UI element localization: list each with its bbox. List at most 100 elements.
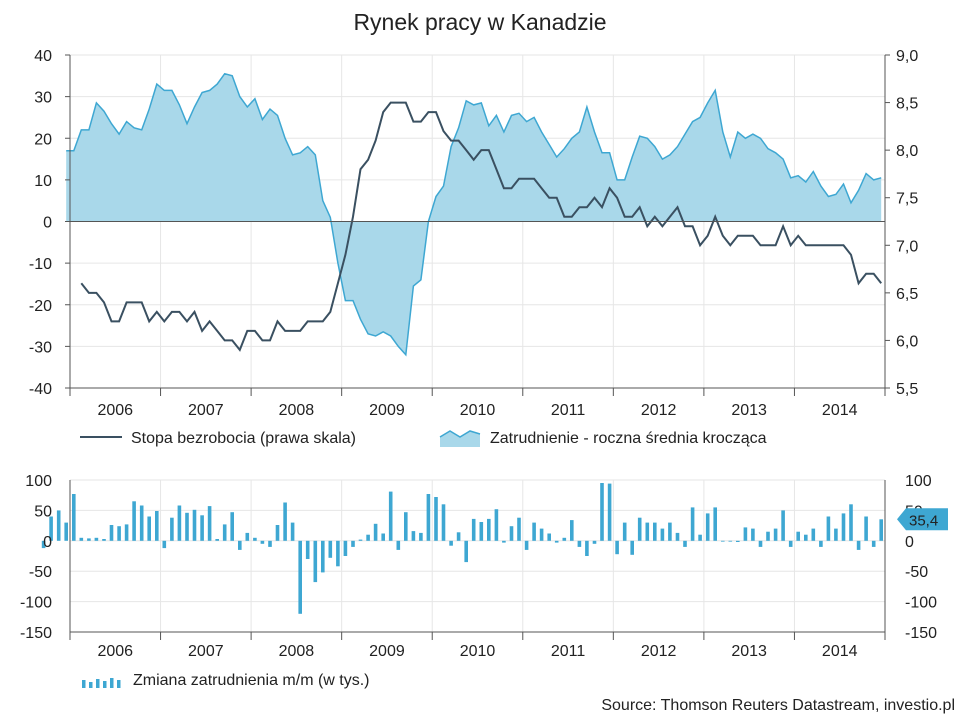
employment-change-bar xyxy=(207,506,212,541)
employment-change-bar xyxy=(87,538,91,541)
change-legend-swatch-bar xyxy=(89,682,93,688)
top-left-tick-label: -40 xyxy=(29,381,52,398)
change-legend-swatch-bar xyxy=(96,679,100,688)
change-legend-swatch-bar xyxy=(82,680,86,688)
employment-change-bar xyxy=(41,540,46,549)
employment-change-bar xyxy=(441,504,446,541)
bottom-x-tick-label: 2008 xyxy=(279,643,315,660)
employment-change-bar xyxy=(177,505,182,541)
employment-change-bar xyxy=(283,502,287,541)
employment-change-bar xyxy=(313,540,318,583)
top-x-tick-label: 2012 xyxy=(641,402,677,419)
employment-change-bar xyxy=(426,494,431,541)
bottom-x-tick-label: 2014 xyxy=(822,643,858,660)
employment-change-bar xyxy=(864,516,868,541)
bottom-right-tick-label: -150 xyxy=(905,625,937,642)
chart-title: Rynek pracy w Kanadzie xyxy=(353,9,606,35)
employment-change-bar xyxy=(155,511,159,541)
employment-change-bar xyxy=(856,540,861,550)
top-left-tick-label: -30 xyxy=(29,339,52,356)
change-legend-swatch-bar xyxy=(103,681,107,688)
employment-change-bar xyxy=(456,532,461,541)
top-right-tick-label: 6,5 xyxy=(896,286,918,303)
employment-change-bar xyxy=(841,513,846,541)
employment-change-bar xyxy=(879,519,883,541)
bottom-x-tick-labels: 2006 2007 2008 2009 2010 2011 2012 2013 2014 xyxy=(97,643,857,660)
top-right-tick-label: 5,5 xyxy=(896,381,918,398)
last-value-label: 35,4 xyxy=(909,512,938,529)
employment-change-bar xyxy=(705,513,710,541)
employment-change-bar xyxy=(147,516,151,541)
employment-change-bars xyxy=(41,483,883,614)
top-x-tick-label: 2013 xyxy=(731,402,767,419)
top-axes xyxy=(65,54,890,396)
employment-change-bar xyxy=(607,483,612,541)
employment-change-bar xyxy=(185,512,189,541)
employment-change-bar xyxy=(373,523,378,541)
employment-change-bar xyxy=(653,522,657,541)
employment-change-bar xyxy=(773,528,778,541)
employment-change-bar xyxy=(200,515,204,541)
employment-change-bar xyxy=(502,540,506,543)
bottom-left-tick-label: 50 xyxy=(34,503,52,520)
employment-change-bar xyxy=(404,512,408,541)
employment-change-bar xyxy=(124,524,129,541)
top-x-tick-label: 2014 xyxy=(822,402,858,419)
bottom-left-tick-label: -150 xyxy=(20,625,52,642)
employment-change-bar xyxy=(585,540,589,556)
employment-change-bar xyxy=(721,540,725,542)
employment-change-bar xyxy=(49,516,53,541)
employment-change-bar xyxy=(396,540,401,550)
employment-change-bar xyxy=(811,528,816,541)
bottom-x-tick-label: 2006 xyxy=(97,643,133,660)
employment-change-bar xyxy=(351,540,355,547)
employment-change-bar xyxy=(788,540,793,547)
employment-change-bar xyxy=(64,522,68,541)
employment-change-bar xyxy=(562,537,567,541)
top-right-tick-label: 8,0 xyxy=(896,143,918,160)
employment-change-bar xyxy=(728,540,733,542)
employment-change-bar xyxy=(683,540,687,547)
top-right-tick-label: 6,0 xyxy=(896,333,918,350)
employment-change-bar xyxy=(117,526,121,541)
unemployment-line xyxy=(80,101,882,352)
employment-change-bar xyxy=(547,533,551,541)
change-legend-swatch xyxy=(82,678,121,688)
employment-change-bar xyxy=(532,522,536,541)
employment-change-bar xyxy=(321,540,325,573)
employment-change-bar xyxy=(434,497,438,541)
top-left-tick-label: -20 xyxy=(29,298,52,315)
employment-change-bar xyxy=(336,540,340,567)
employment-change-bar xyxy=(358,539,363,541)
employment-change-bar xyxy=(170,517,174,541)
top-x-tick-label: 2011 xyxy=(551,402,586,419)
employment-change-bar xyxy=(743,527,748,541)
employment-change-bar xyxy=(713,507,717,541)
employment-change-bar xyxy=(132,501,136,541)
employment-change-bar xyxy=(804,534,808,541)
last-value-badge: 35,4 xyxy=(897,508,948,531)
employment-change-bar xyxy=(464,540,468,563)
employment-change-bar xyxy=(834,528,838,541)
employment-change-bar xyxy=(290,522,295,541)
employment-change-bar xyxy=(381,533,385,541)
top-right-tick-labels: 9,0 8,5 8,0 7,5 7,0 6,5 6,0 5,5 xyxy=(896,48,918,398)
employment-change-bar xyxy=(668,522,672,541)
employment-change-bar xyxy=(72,494,76,541)
employment-change-bar xyxy=(622,522,627,541)
employment-change-bar xyxy=(162,540,167,549)
employment-change-bar xyxy=(192,509,197,541)
bottom-right-tick-label: -50 xyxy=(905,564,928,581)
employment-change-bar xyxy=(849,504,853,541)
employment-change-bar xyxy=(600,483,604,541)
bottom-x-tick-label: 2012 xyxy=(641,643,677,660)
bottom-left-tick-labels: 100 50 0 -50 -100 -150 xyxy=(20,473,52,642)
employment-change-bar xyxy=(94,537,99,541)
employment-change-bar xyxy=(343,540,348,556)
employment-change-bar xyxy=(366,534,370,541)
bottom-x-tick-label: 2010 xyxy=(460,643,496,660)
employment-change-bar xyxy=(102,539,106,541)
employment-change-bar xyxy=(736,540,740,542)
